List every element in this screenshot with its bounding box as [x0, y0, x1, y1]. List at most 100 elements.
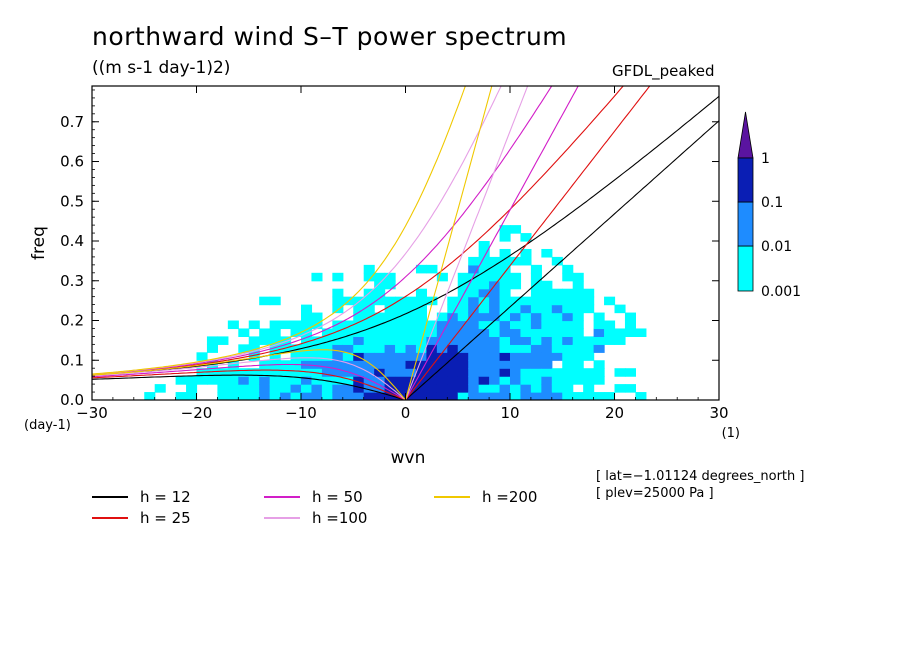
power-cell	[206, 376, 218, 385]
power-cell	[624, 320, 636, 330]
power-cell	[353, 344, 365, 353]
power-cell	[551, 304, 563, 314]
power-cell	[248, 392, 260, 400]
power-cell	[238, 344, 250, 353]
power-cell	[572, 296, 584, 306]
model-label: GFDL_peaked	[612, 62, 715, 80]
power-cell	[311, 344, 323, 353]
power-cell	[572, 368, 584, 377]
power-cell	[395, 344, 407, 353]
legend-label: h =200	[482, 488, 538, 506]
power-cell	[363, 360, 375, 369]
power-cell	[593, 320, 605, 330]
x-axis-label: wvn	[391, 448, 426, 468]
power-cell	[269, 384, 281, 393]
power-cell	[510, 280, 522, 290]
power-cell	[468, 312, 480, 322]
power-cell	[227, 360, 239, 369]
power-cell	[520, 296, 532, 306]
power-cell	[510, 312, 522, 322]
power-cell	[541, 392, 553, 400]
power-cell	[227, 320, 239, 330]
power-cell	[415, 320, 427, 330]
power-cell	[415, 328, 427, 338]
y-axis-label: freq	[29, 226, 49, 260]
power-cell	[311, 272, 323, 282]
power-cell	[457, 320, 469, 330]
power-cell	[562, 368, 574, 377]
power-cell	[415, 288, 427, 298]
power-cell	[468, 272, 480, 282]
power-cell	[290, 320, 302, 330]
power-cell	[332, 328, 344, 338]
power-cell	[374, 368, 386, 377]
power-cell	[311, 360, 323, 369]
colorbar: 0.001 0.01 0.1 1	[737, 111, 801, 300]
power-cell	[415, 312, 427, 322]
y-tick-label: 0.3	[60, 272, 84, 290]
power-cell	[541, 336, 553, 345]
power-cell	[624, 368, 636, 377]
power-cell	[614, 328, 626, 338]
power-cell	[457, 352, 469, 361]
power-cell	[238, 384, 250, 393]
power-cell	[290, 368, 302, 377]
power-cell	[301, 320, 313, 330]
power-cell	[551, 352, 563, 361]
power-cell	[238, 392, 250, 400]
power-cell	[468, 336, 480, 345]
power-cell	[593, 344, 605, 353]
power-cell	[405, 336, 417, 345]
y-tick-label: 0.7	[60, 113, 84, 131]
power-cell	[269, 352, 281, 361]
power-cell	[520, 376, 532, 385]
power-cell	[583, 344, 595, 353]
x-tick-label: 20	[605, 404, 624, 422]
power-cell	[374, 360, 386, 369]
power-cell	[624, 384, 636, 393]
power-cell	[206, 336, 218, 345]
power-cell	[593, 376, 605, 385]
power-cell	[489, 392, 501, 400]
dispersion-curve-mrg-h50	[92, 86, 553, 376]
power-cell	[457, 328, 469, 338]
power-cell	[217, 368, 229, 377]
power-cell	[384, 280, 396, 290]
power-cell	[290, 352, 302, 361]
power-cell	[478, 384, 490, 393]
power-cell	[395, 352, 407, 361]
power-cell	[530, 392, 542, 400]
power-cell	[196, 352, 208, 361]
power-cell	[562, 344, 574, 353]
power-cell	[520, 233, 532, 242]
power-cell	[572, 320, 584, 330]
power-cell	[478, 360, 490, 369]
power-cell	[447, 320, 459, 330]
power-cell	[217, 336, 229, 345]
power-cell	[405, 384, 417, 393]
power-cell	[468, 360, 480, 369]
colorbar-extend	[737, 111, 754, 159]
power-cell	[311, 392, 323, 400]
power-cell	[374, 344, 386, 353]
power-cell	[541, 288, 553, 298]
power-cell	[520, 320, 532, 330]
power-cell	[436, 336, 448, 345]
power-cell	[374, 336, 386, 345]
power-cell	[520, 360, 532, 369]
power-cell	[510, 320, 522, 330]
power-cell	[280, 392, 292, 400]
x-tick-label: −20	[181, 404, 213, 422]
power-cell	[562, 328, 574, 338]
power-cell	[635, 392, 647, 400]
y-tick-label: 0.5	[60, 192, 84, 210]
dispersion-curve-rossby-h25	[92, 369, 406, 400]
power-cell	[520, 392, 532, 400]
power-cell	[269, 320, 281, 330]
power-cell	[395, 384, 407, 393]
power-cell	[311, 336, 323, 345]
power-cell	[541, 280, 553, 290]
power-cell	[374, 280, 386, 290]
power-cell	[321, 384, 333, 393]
power-cell	[489, 360, 501, 369]
